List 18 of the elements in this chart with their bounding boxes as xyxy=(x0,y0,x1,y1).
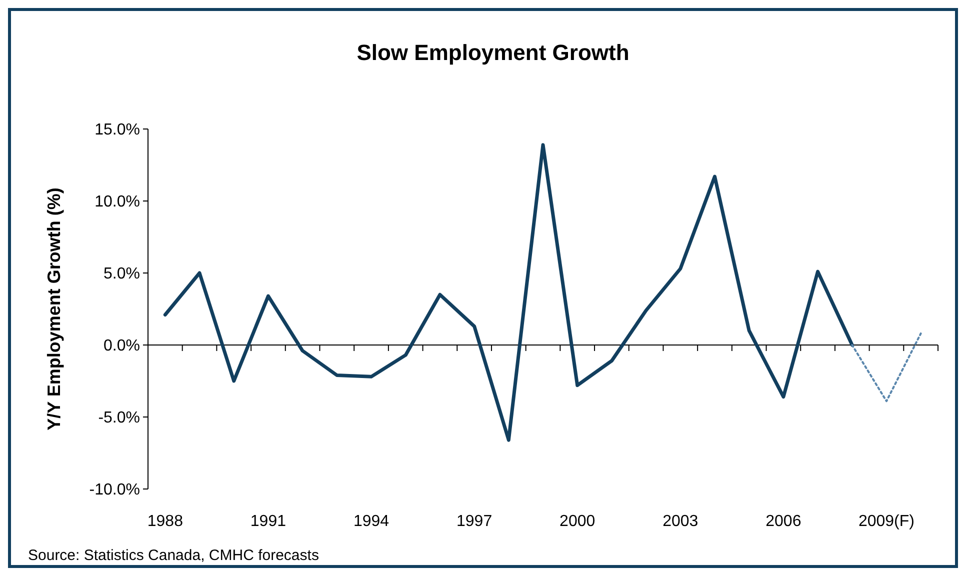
x-tick-label: 1997 xyxy=(456,513,492,530)
x-tick-label: 1991 xyxy=(250,513,286,530)
x-tick-label: 2006 xyxy=(766,513,802,530)
x-tick-label: 2009(F) xyxy=(858,513,914,530)
source-note: Source: Statistics Canada, CMHC forecasts xyxy=(28,547,319,564)
y-axis-title: Y/Y Employment Growth (%) xyxy=(44,188,64,430)
x-tick-label: 2003 xyxy=(662,513,698,530)
y-tick-label: -5.0% xyxy=(98,410,140,427)
x-tick-label: 2000 xyxy=(560,513,596,530)
chart-title: Slow Employment Growth xyxy=(356,40,630,65)
y-tick-label: 15.0% xyxy=(94,122,140,139)
y-tick-label: 10.0% xyxy=(94,194,140,211)
y-tick-label: 0.0% xyxy=(104,338,140,355)
y-tick-label: 5.0% xyxy=(104,266,140,283)
line-series xyxy=(163,143,854,442)
x-tick-label: 1988 xyxy=(147,513,184,530)
y-tick-label: -10.0% xyxy=(89,482,140,499)
x-tick-label: 1994 xyxy=(353,513,390,530)
